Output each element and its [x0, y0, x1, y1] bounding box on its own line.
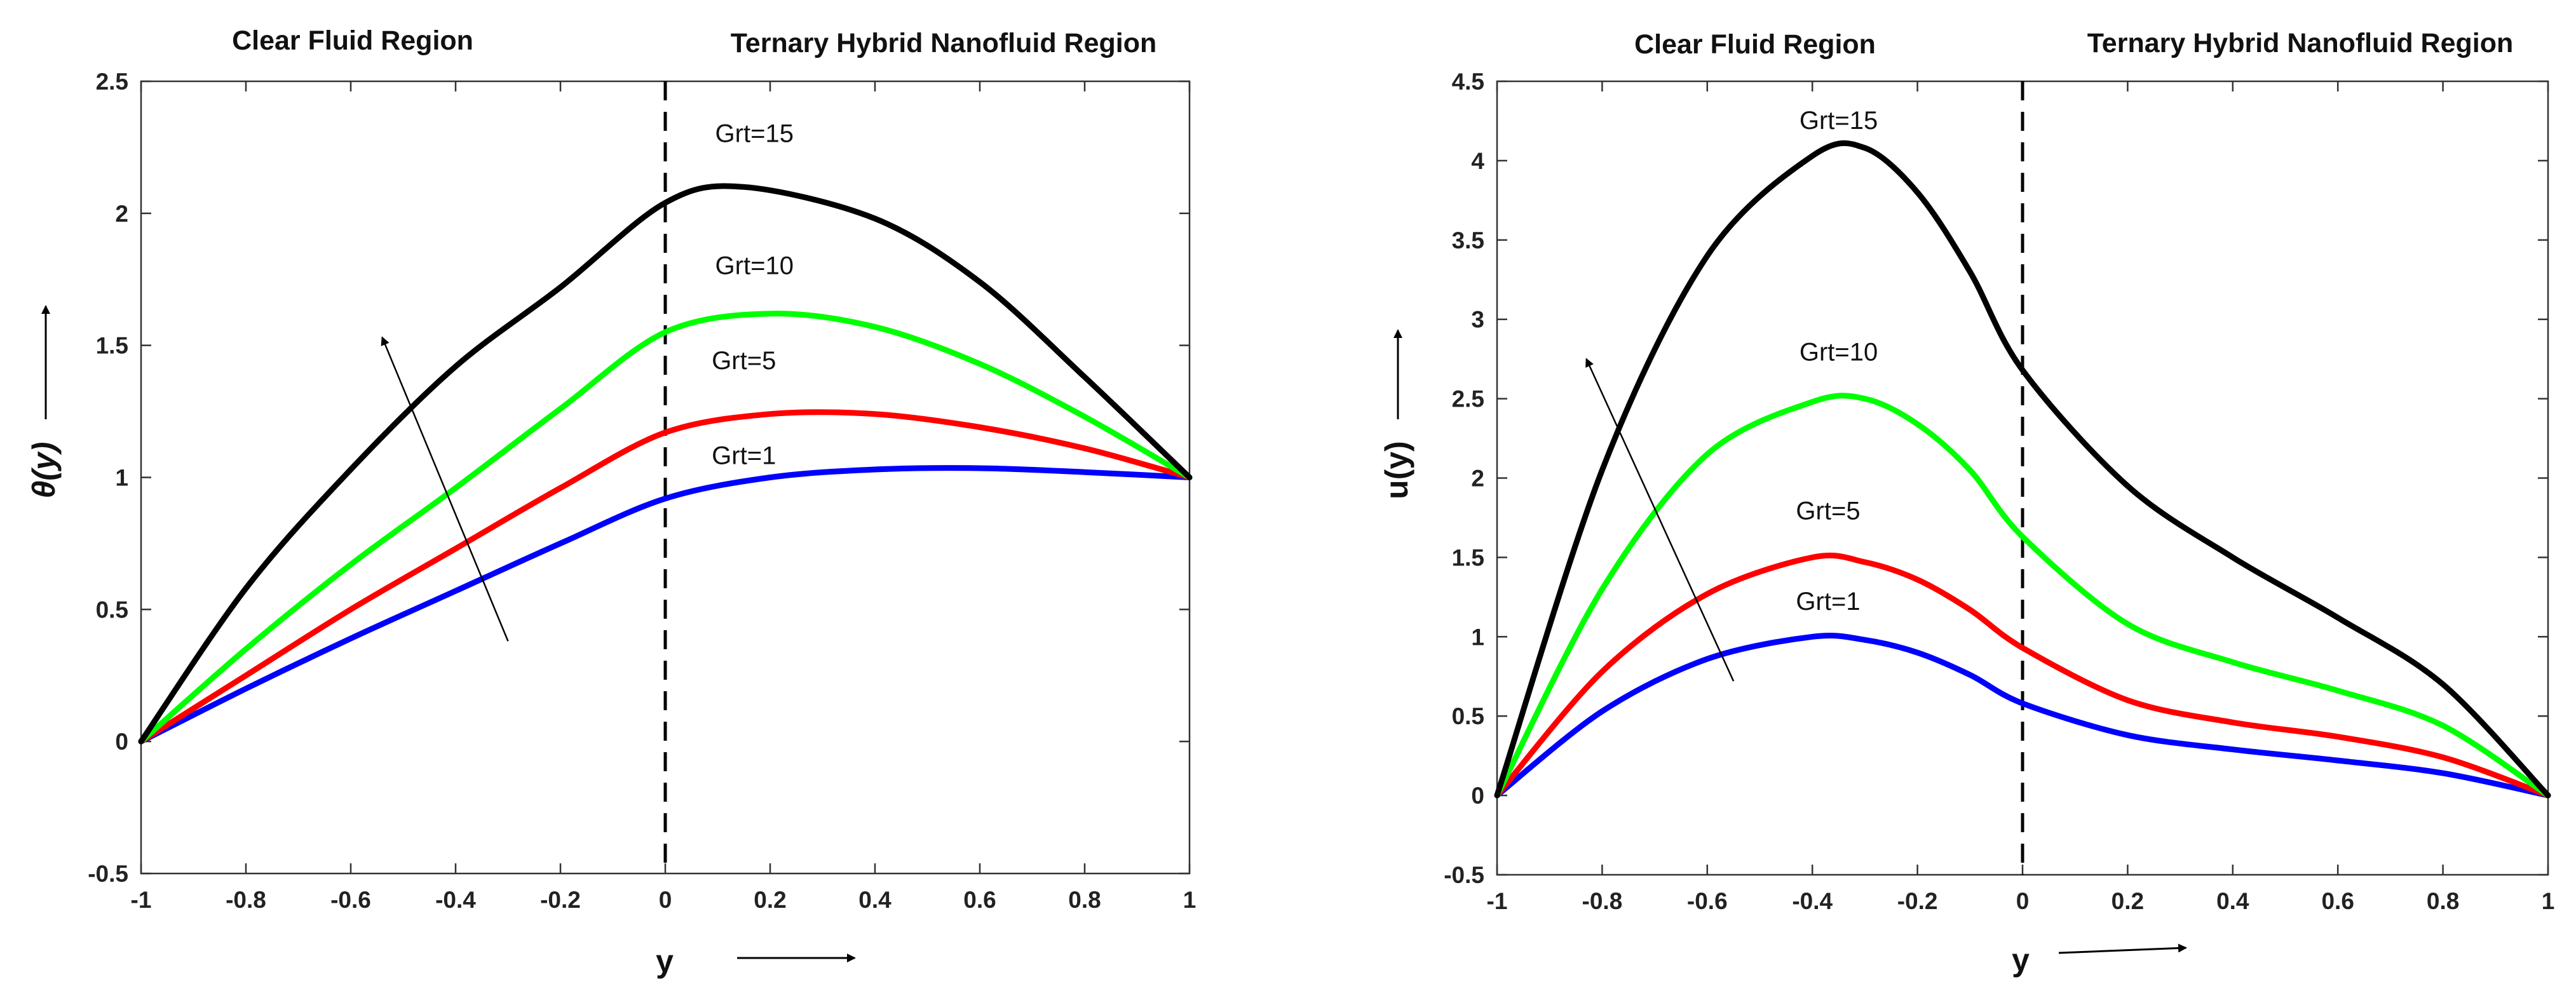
- left-annotations: Grt=15 Grt=10 Grt=5 Grt=1: [712, 120, 794, 470]
- series-line-grt-10: [138, 311, 1193, 745]
- y-tick-label: 1.5: [1452, 544, 1484, 570]
- right-trend-arrow: [1585, 358, 1735, 682]
- x-tick-label: 0.4: [858, 887, 891, 913]
- x-tick-label: 0: [2016, 888, 2030, 914]
- left-ticks: -1 -0.8 -0.6 -0.4 -0.2 0 0.2 0.4 0.6 0.8 1 -0.5 0 0.5…: [88, 69, 1196, 913]
- y-tick-label: 4: [1471, 148, 1484, 174]
- x-tick-label: -1: [1487, 888, 1508, 914]
- left-trend-arrow: [381, 336, 509, 642]
- y-tick-label: 2: [1471, 466, 1484, 492]
- y-tick-label: 1.5: [96, 333, 128, 359]
- x-tick-label: -0.8: [226, 887, 266, 913]
- curve-label: Grt=15: [715, 120, 794, 148]
- series-line-grt-15: [138, 183, 1193, 745]
- left-region-label-nanofluid: Ternary Hybrid Nanofluid Region: [731, 28, 1157, 58]
- x-tick-label: 0.2: [754, 887, 786, 913]
- y-tick-label: 1: [115, 465, 128, 491]
- x-tick-label: 0.6: [963, 887, 996, 913]
- y-tick-label: 2: [115, 201, 128, 227]
- right-panel: -1 -0.8 -0.6 -0.4 -0.2 0 0.2 0.4 0.6 0.8 1 -0.5 0 0.5…: [1379, 28, 2554, 978]
- x-tick-label: -0.2: [1897, 888, 1938, 914]
- series-line-grt-5: [138, 409, 1193, 745]
- right-region-label-clear: Clear Fluid Region: [1634, 29, 1876, 60]
- left-series: [138, 183, 1193, 745]
- y-tick-label: 2.5: [1452, 386, 1484, 412]
- right-ticks: -1 -0.8 -0.6 -0.4 -0.2 0 0.2 0.4 0.6 0.8 1 -0.5 0 0.5…: [1444, 69, 2554, 914]
- curve-label: Grt=10: [715, 252, 794, 280]
- curve-label: Grt=5: [712, 347, 776, 375]
- y-tick-label: 4.5: [1452, 69, 1484, 95]
- curve-label: Grt=15: [1800, 107, 1878, 135]
- y-tick-label: -0.5: [88, 861, 128, 887]
- x-tick-label: -0.8: [1582, 888, 1623, 914]
- curve-label: Grt=10: [1800, 339, 1878, 367]
- curve-label: Grt=1: [712, 442, 776, 470]
- x-tick-label: 1: [1183, 887, 1196, 913]
- curve-label: Grt=5: [1796, 497, 1860, 525]
- x-tick-label: 1: [2542, 888, 2555, 914]
- x-tick-label: -0.2: [540, 887, 581, 913]
- left-y-axis-label: θ(y): [26, 442, 62, 499]
- x-tick-label: 0.8: [1068, 887, 1101, 913]
- y-tick-label: 0: [1471, 783, 1484, 809]
- x-tick-label: 0.2: [2112, 888, 2144, 914]
- y-tick-label: 3.5: [1452, 227, 1484, 253]
- right-y-axis-label: u(y): [1379, 441, 1414, 499]
- x-tick-label: 0.8: [2427, 888, 2459, 914]
- series-line-grt-15: [1494, 140, 2551, 799]
- y-tick-label: -0.5: [1444, 862, 1484, 888]
- x-tick-label: 0.4: [2216, 888, 2249, 914]
- y-tick-label: 0: [115, 729, 128, 755]
- x-tick-label: -0.4: [435, 887, 476, 913]
- y-tick-label: 1: [1471, 624, 1484, 650]
- x-tick-label: -0.6: [1687, 888, 1728, 914]
- curve-label: Grt=1: [1796, 588, 1860, 616]
- right-annotations: Grt=15 Grt=10 Grt=5 Grt=1: [1796, 107, 1878, 616]
- y-tick-label: 2.5: [96, 69, 128, 95]
- y-tick-label: 3: [1471, 307, 1484, 333]
- left-panel: -1 -0.8 -0.6 -0.4 -0.2 0 0.2 0.4 0.6 0.8 1 -0.5 0 0.5…: [26, 25, 1196, 979]
- right-x-axis-arrow: [2058, 943, 2187, 954]
- series-line-grt-1: [138, 465, 1193, 745]
- left-x-axis-label: y: [656, 943, 674, 979]
- x-tick-label: -0.4: [1792, 888, 1833, 914]
- right-series: [1494, 140, 2551, 799]
- x-tick-label: -1: [131, 887, 152, 913]
- right-x-axis-label: y: [2012, 942, 2030, 978]
- x-tick-label: 0.6: [2321, 888, 2354, 914]
- left-region-label-clear: Clear Fluid Region: [232, 25, 473, 56]
- y-tick-label: 0.5: [96, 597, 128, 623]
- y-tick-label: 0.5: [1452, 703, 1484, 729]
- series-line-grt-1: [1494, 633, 2551, 799]
- series-line-grt-5: [1494, 552, 2551, 799]
- x-tick-label: -0.6: [330, 887, 371, 913]
- right-region-label-nanofluid: Ternary Hybrid Nanofluid Region: [2087, 28, 2514, 58]
- x-tick-label: 0: [659, 887, 672, 913]
